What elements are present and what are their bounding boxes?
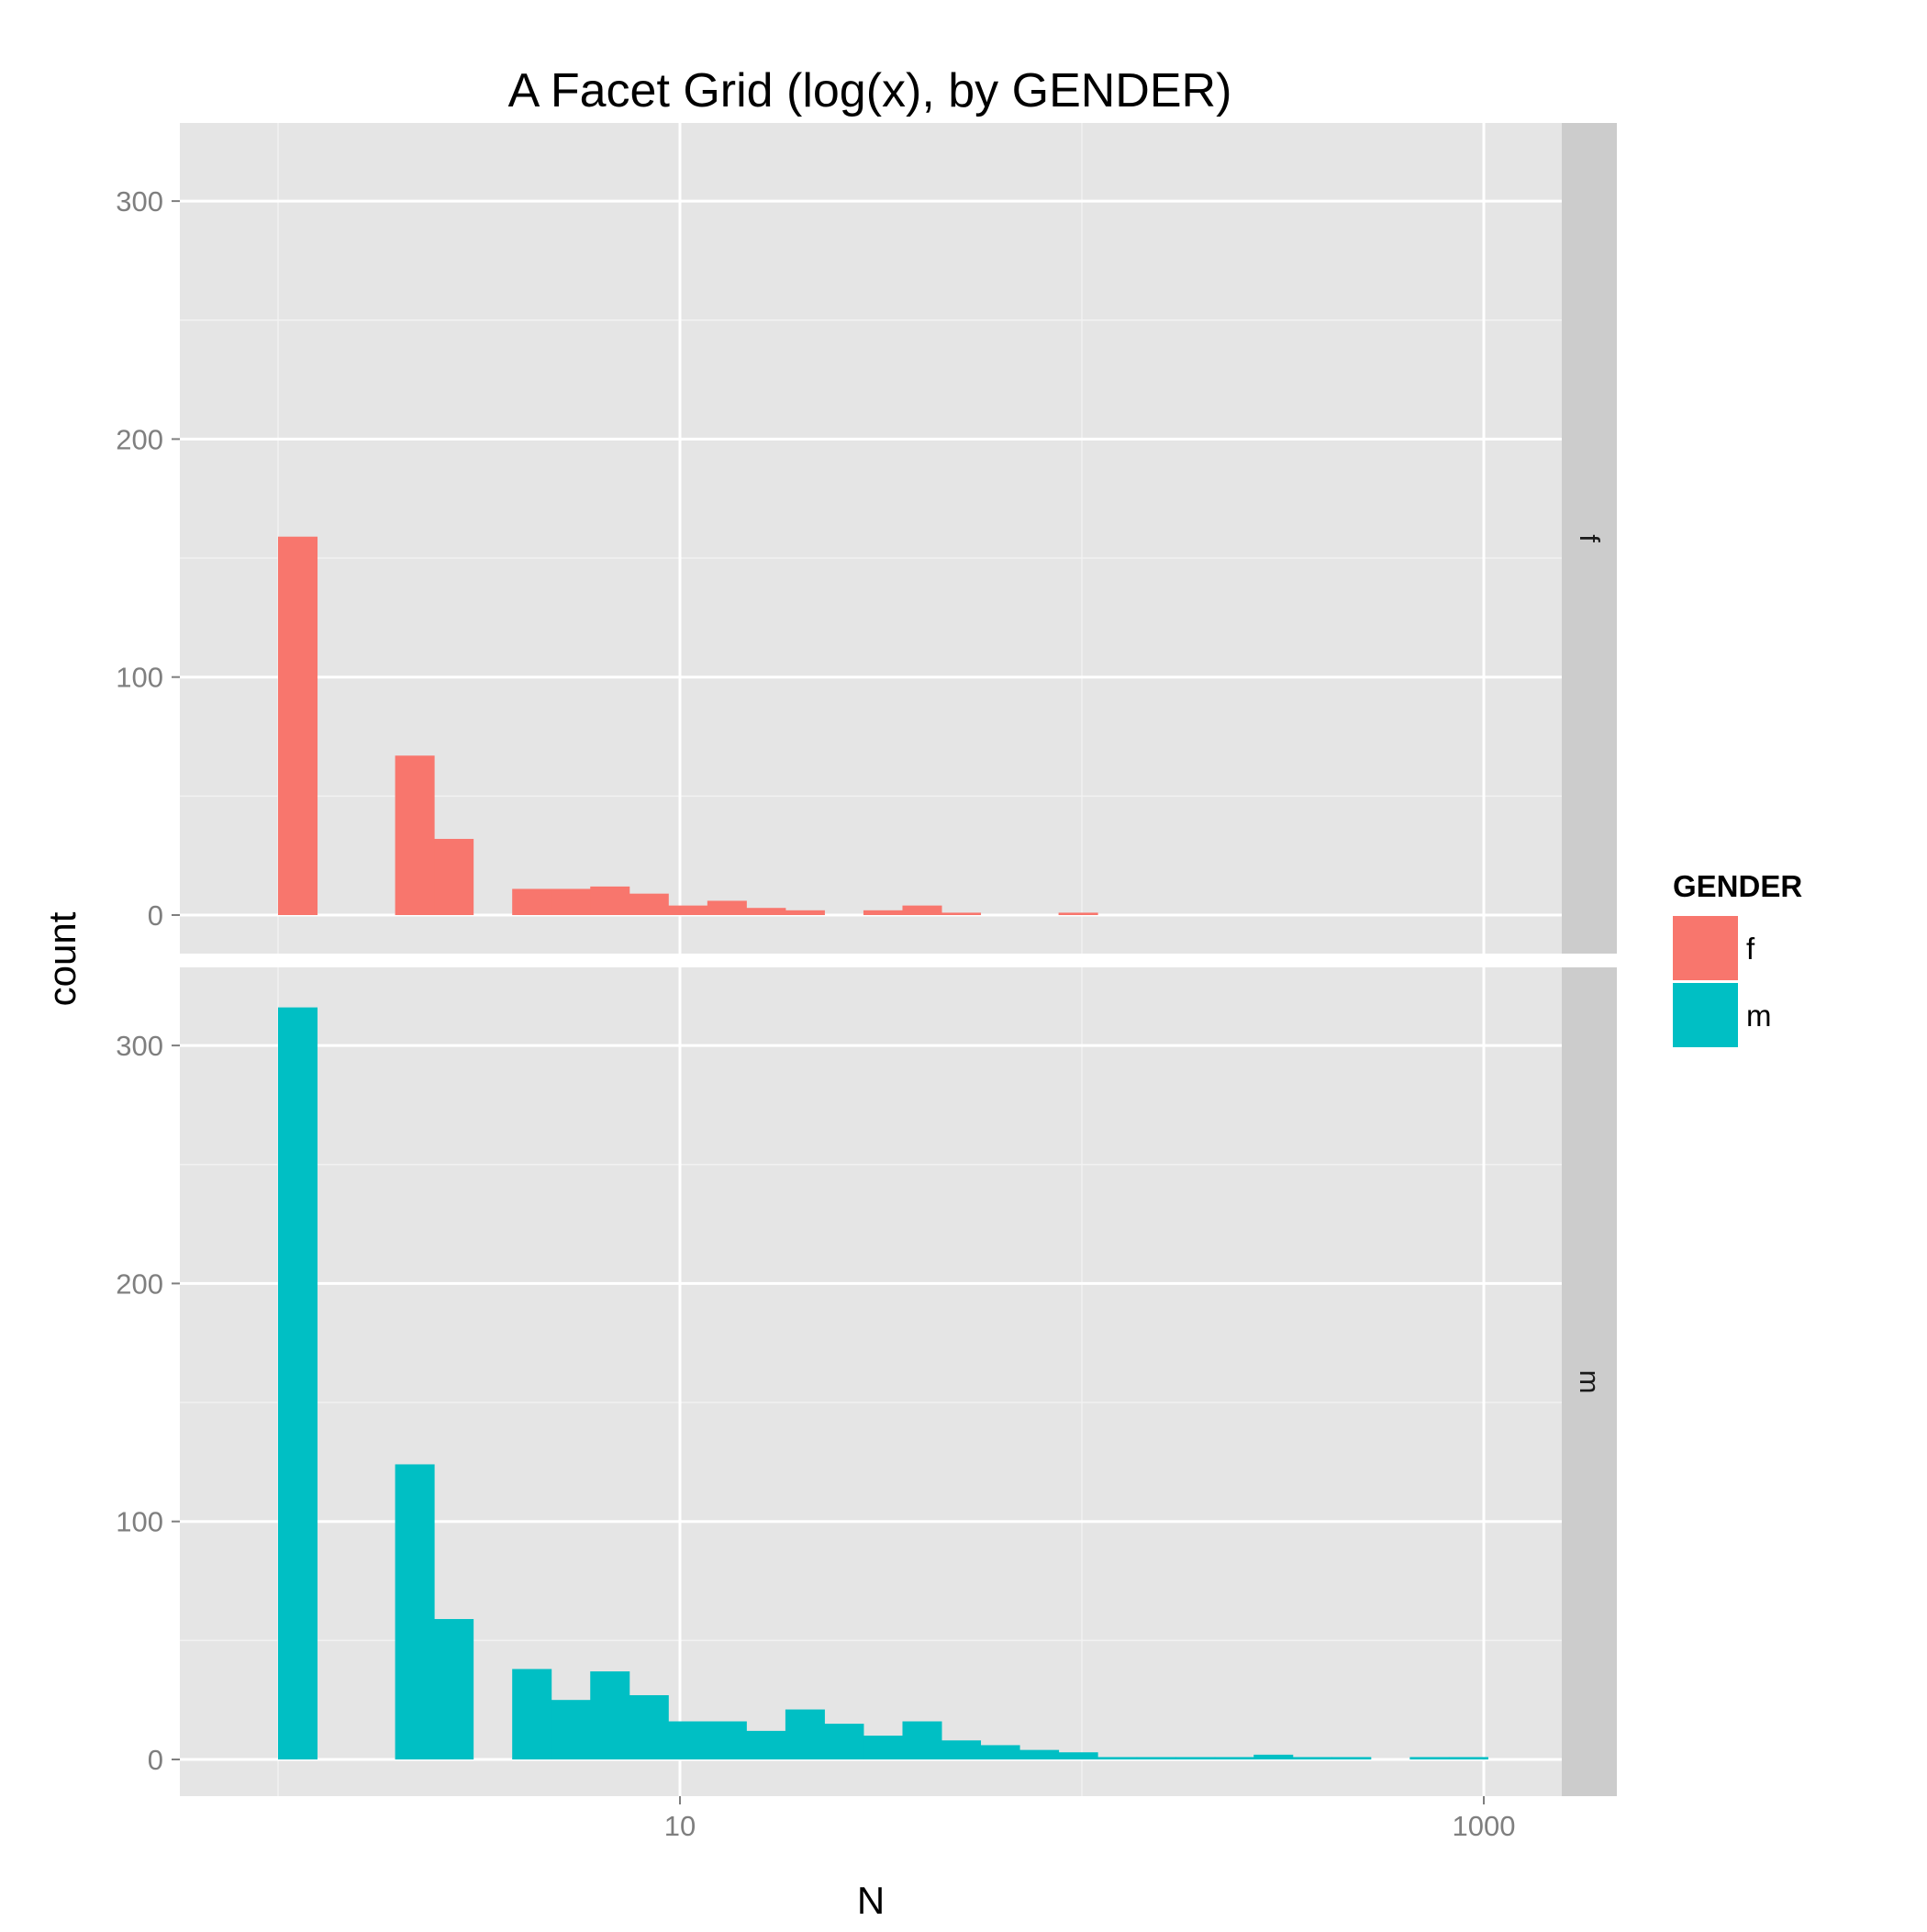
histogram-bar-m <box>1253 1754 1294 1759</box>
y-tick-label: 0 <box>148 1744 163 1776</box>
histogram-bar-m <box>1448 1757 1488 1759</box>
histogram-bar-m <box>785 1709 825 1759</box>
y-tick-label: 200 <box>116 1268 163 1300</box>
histogram-bar-f <box>434 839 474 915</box>
histogram-bar-f <box>746 908 786 915</box>
panel-background <box>180 967 1562 1796</box>
histogram-bar-m <box>824 1724 864 1759</box>
histogram-bar-f <box>668 905 708 915</box>
histogram-bar-m <box>1214 1757 1254 1759</box>
legend-key-f <box>1673 916 1738 980</box>
facet-panel-f: 0 100 200 300 f <box>116 123 1617 954</box>
x-tick-label: 1000 <box>1453 1810 1516 1842</box>
histogram-bar-m <box>1292 1757 1332 1759</box>
histogram-bar-m <box>1136 1757 1176 1759</box>
histogram-bar-f <box>395 755 435 915</box>
histogram-bar-f <box>707 900 747 915</box>
y-tick-label: 300 <box>116 1030 163 1062</box>
histogram-bar-f <box>590 886 630 915</box>
histogram-bar-f <box>551 888 591 915</box>
histogram-bar-f <box>902 905 942 915</box>
histogram-bar-m <box>1019 1749 1060 1759</box>
histogram-bar-m <box>1058 1752 1098 1759</box>
x-tick-label: 10 <box>664 1810 696 1842</box>
legend-title: GENDER <box>1673 869 1802 903</box>
histogram-bar-m <box>668 1721 708 1759</box>
histogram-bar-m <box>512 1669 552 1759</box>
y-tick-label: 0 <box>148 899 163 932</box>
histogram-bar-m <box>980 1745 1020 1759</box>
legend: GENDER f m <box>1673 869 1802 1047</box>
histogram-bar-f <box>941 912 982 915</box>
x-axis-label: N <box>857 1879 885 1922</box>
y-tick-label: 100 <box>116 1506 163 1538</box>
y-tick-label: 100 <box>116 662 163 694</box>
histogram-bar-m <box>863 1736 903 1759</box>
histogram-bar-f <box>278 536 318 915</box>
facet-strip-label: f <box>1574 534 1606 542</box>
histogram-bar-m <box>434 1619 474 1759</box>
facet-strip-m <box>1562 967 1617 1796</box>
panel-background <box>180 123 1562 954</box>
histogram-bar-m <box>902 1721 942 1759</box>
histogram-bar-f <box>1058 912 1098 915</box>
histogram-bar-m <box>1097 1757 1138 1759</box>
histogram-bar-f <box>629 893 669 915</box>
y-tick-label: 300 <box>116 185 163 218</box>
histogram-bar-m <box>590 1671 630 1759</box>
histogram-bar-m <box>707 1721 747 1759</box>
histogram-bar-m <box>629 1694 669 1759</box>
chart-title: A Facet Grid (log(x), by GENDER) <box>508 64 1232 117</box>
legend-label-m: m <box>1746 999 1772 1033</box>
facet-strip-label: m <box>1574 1370 1606 1394</box>
histogram-bar-m <box>1409 1757 1450 1759</box>
histogram-bar-m <box>551 1700 591 1759</box>
histogram-bar-f <box>785 910 825 915</box>
histogram-bar-m <box>1331 1757 1372 1759</box>
histogram-bar-f <box>863 910 903 915</box>
y-tick-label: 200 <box>116 423 163 455</box>
histogram-bar-m <box>1175 1757 1216 1759</box>
legend-key-m <box>1673 983 1738 1047</box>
histogram-bar-m <box>746 1730 786 1759</box>
histogram-bar-m <box>395 1464 435 1759</box>
facet-panel-m: 0 100 200 300 m <box>116 967 1617 1796</box>
legend-label-f: f <box>1746 932 1755 966</box>
facet-strip-f <box>1562 123 1617 954</box>
y-axis-label: count <box>40 911 84 1006</box>
histogram-bar-m <box>941 1740 982 1759</box>
histogram-bar-m <box>278 1007 318 1759</box>
histogram-bar-f <box>512 888 552 915</box>
